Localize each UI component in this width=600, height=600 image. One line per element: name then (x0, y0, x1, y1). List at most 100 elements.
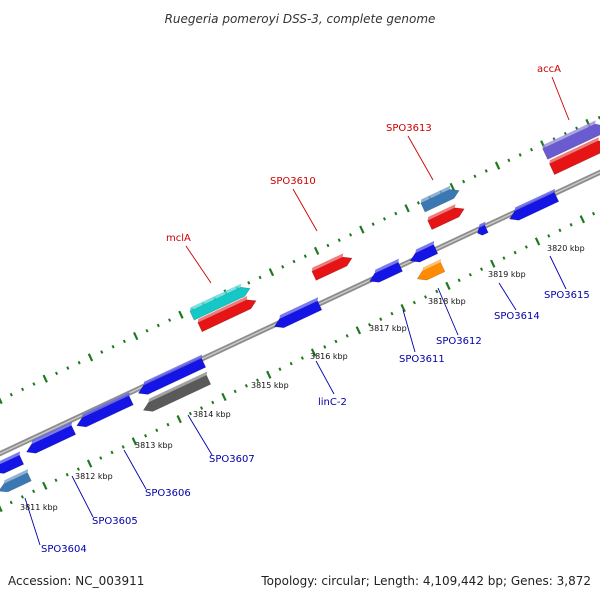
gene-label-spo3611[interactable]: SPO3611 (399, 354, 445, 365)
gene-spo3607[interactable] (137, 354, 207, 395)
minor-tick (507, 158, 511, 163)
minor-tick (558, 228, 562, 233)
callout-spo3611 (402, 309, 416, 353)
scale-label: 3815 kbp (251, 381, 289, 390)
minor-tick (591, 211, 596, 216)
gene-label-spo3613[interactable]: SPO3613 (386, 123, 432, 134)
gene-label-acca[interactable]: accA (537, 64, 561, 75)
major-tick (176, 415, 182, 424)
minor-tick (156, 323, 160, 328)
gene-spo3611[interactable] (369, 258, 403, 283)
gene-acca[interactable] (542, 120, 600, 160)
minor-tick (547, 234, 551, 238)
minor-tick (349, 233, 353, 237)
minor-tick (292, 259, 296, 264)
genome-summary: Topology: circular; Length: 4,109,442 bp… (260, 574, 591, 588)
callout-linc-2 (315, 360, 335, 395)
scale-label: 3812 kbp (75, 472, 113, 481)
callout-spo3613 (407, 135, 434, 181)
minor-tick (394, 211, 398, 216)
major-tick (42, 481, 48, 490)
major-tick (355, 326, 362, 335)
major-tick (494, 161, 501, 170)
minor-tick (368, 322, 372, 327)
gene-spo3612-orange[interactable] (416, 259, 446, 281)
gene-label-spo3615[interactable]: SPO3615 (544, 290, 590, 301)
minor-tick (258, 275, 262, 280)
gene-spo3606[interactable] (76, 392, 134, 428)
scale-label: 3816 kbp (310, 352, 348, 361)
minor-tick (188, 411, 192, 416)
minor-tick (54, 371, 59, 376)
major-tick (359, 225, 365, 234)
gene-red-1[interactable] (197, 296, 257, 333)
scale-label: 3818 kbp (428, 297, 466, 306)
minor-tick (145, 328, 149, 333)
minor-tick (54, 478, 58, 483)
gene-red-acca[interactable] (549, 137, 600, 175)
major-tick (404, 204, 410, 213)
scale-label: 3811 kbp (20, 503, 58, 512)
major-tick (400, 303, 406, 313)
gene-label-spo3607[interactable]: SPO3607 (209, 454, 255, 465)
gene-red-3[interactable] (427, 204, 465, 230)
major-tick (313, 246, 320, 255)
minor-tick (9, 392, 13, 397)
callout-spo3606 (123, 449, 147, 490)
gene-mcla[interactable] (189, 283, 251, 321)
gene-spo3615[interactable] (508, 188, 560, 221)
minor-tick (168, 318, 172, 322)
map-title: Ruegeria pomeroyi DSS-3, complete genome (165, 12, 436, 26)
major-tick (87, 353, 94, 362)
minor-tick (21, 387, 25, 392)
gene-label-spo3612[interactable]: SPO3612 (436, 336, 482, 347)
minor-tick (323, 345, 327, 349)
major-tick (266, 370, 272, 379)
major-tick (310, 348, 317, 357)
gene-spo3613[interactable] (420, 185, 460, 213)
minor-tick (256, 378, 260, 383)
minor-tick (247, 281, 251, 285)
gene-label-spo3614[interactable]: SPO3614 (494, 311, 540, 322)
minor-tick (155, 428, 159, 433)
gene-spo3604[interactable] (0, 451, 25, 474)
minor-tick (371, 222, 375, 226)
callout-spo3605 (71, 475, 94, 518)
major-tick (490, 259, 496, 268)
minor-tick (289, 361, 293, 366)
gene-label-spo3604[interactable]: SPO3604 (41, 544, 87, 555)
minor-tick (244, 384, 248, 388)
gene-grey-feature[interactable] (142, 371, 212, 412)
gene-label-spo3610[interactable]: SPO3610 (270, 176, 316, 187)
minor-tick (379, 317, 383, 321)
scale-label: 3814 kbp (193, 410, 231, 419)
gene-spo3612-upper[interactable] (409, 241, 439, 263)
gene-label-mcla[interactable]: mclA (166, 233, 191, 244)
gene-label-spo3605[interactable]: SPO3605 (92, 516, 138, 527)
gene-spo3605[interactable] (25, 421, 77, 454)
minor-tick (416, 201, 420, 205)
minor-tick (144, 434, 148, 438)
gene-spo3610[interactable] (311, 253, 353, 281)
gene-label-linc-2[interactable]: linC-2 (318, 397, 347, 408)
minor-tick (111, 344, 115, 349)
callout-acca (551, 76, 570, 121)
gene-spo3614[interactable] (477, 221, 489, 236)
minor-tick (480, 267, 484, 271)
minor-tick (99, 456, 103, 460)
callout-spo3610 (292, 188, 318, 232)
major-tick (445, 281, 451, 290)
minor-tick (473, 174, 477, 179)
major-tick (0, 397, 3, 405)
minor-tick (337, 238, 341, 242)
minor-tick (303, 254, 307, 258)
minor-tick (334, 339, 338, 344)
gene-spo3604-b[interactable] (0, 469, 32, 493)
gene-label-spo3606[interactable]: SPO3606 (145, 488, 191, 499)
minor-tick (457, 278, 461, 283)
minor-tick (382, 217, 387, 221)
callout-spo3607 (187, 414, 213, 456)
gene-linc-2[interactable] (273, 297, 323, 329)
callout-spo3612 (437, 287, 459, 336)
